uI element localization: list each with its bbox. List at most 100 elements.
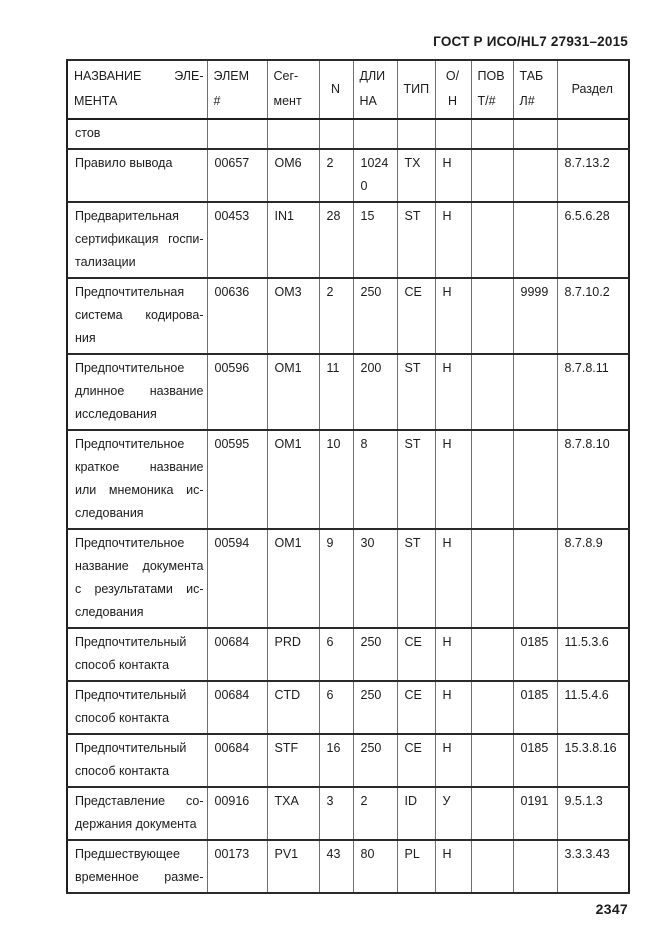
cell-repeat xyxy=(470,201,514,279)
table-row: Правило вывода 00657 OM6 2 1024 0 TX Н 8.7.13.2 xyxy=(66,148,630,203)
cell-table: 0185 xyxy=(512,680,558,735)
cell-name: Предпочтительный способ контакта xyxy=(66,627,208,682)
cell-text-line: 8.7.10.2 xyxy=(564,285,610,299)
cell-opt: Н xyxy=(434,148,472,203)
cell-name: Предпочтительное краткое название или мнем… xyxy=(66,429,208,530)
cell-section: 8.7.13.2 xyxy=(556,148,630,203)
cell-text-line: следования xyxy=(75,506,144,520)
cell-text-line: 8.7.8.11 xyxy=(564,361,609,375)
table-row: Предшествующее временное разме- 00173 PV1 43… xyxy=(66,839,630,894)
cell-text-line: с результатами ис- xyxy=(75,582,204,596)
cell-text-line: 2 xyxy=(360,794,368,808)
page-number: 2347 xyxy=(595,901,628,917)
cell-elem: 00596 xyxy=(206,353,268,431)
cell-n: 3 xyxy=(318,786,354,841)
cell-name: Правило вывода xyxy=(66,148,208,203)
cell-text-line: 11 xyxy=(326,361,340,375)
cell-text-line: 15 xyxy=(360,209,375,223)
cell-text-line: # xyxy=(213,94,221,108)
cell-repeat xyxy=(470,839,514,894)
cell-text-line: Предварительная xyxy=(75,209,179,223)
cell-text-line: стов xyxy=(75,126,101,140)
cell-text-line: следования xyxy=(75,605,144,619)
cell-n xyxy=(318,118,354,150)
cell-text-line: OM1 xyxy=(274,361,302,375)
cell-section: 8.7.8.9 xyxy=(556,528,630,629)
column-header-table: ТАБ Л# xyxy=(512,59,558,120)
cell-n: 11 xyxy=(318,353,354,431)
cell-text-line: способ контакта xyxy=(75,711,170,725)
cell-text-line: тализации xyxy=(75,255,136,269)
cell-text-line: 00453 xyxy=(214,209,250,223)
cell-text-line: PV1 xyxy=(274,847,299,861)
cell-text-line: О/Н xyxy=(445,69,460,108)
cell-text-line: 11.5.3.6 xyxy=(564,635,609,649)
column-header-opt: О/Н xyxy=(434,59,472,120)
cell-text-line: Предпочтительное xyxy=(75,536,185,550)
table-row: Представление со-держания документа 00916… xyxy=(66,786,630,841)
document-page: ГОСТ Р ИСО/HL7 27931–2015 НАЗВАНИЕ ЭЛЕ- М… xyxy=(66,34,630,917)
column-header-length: ДЛИ НА xyxy=(352,59,398,120)
cell-name: Предпочтительное длинное название исследов… xyxy=(66,353,208,431)
cell-opt: Н xyxy=(434,680,472,735)
cell-text-line: 00173 xyxy=(214,847,250,861)
cell-table: 0185 xyxy=(512,733,558,788)
cell-text-line: 8.7.13.2 xyxy=(564,156,610,170)
cell-opt: Н xyxy=(434,839,472,894)
cell-length: 250 xyxy=(352,627,398,682)
cell-repeat xyxy=(470,429,514,530)
cell-text-line: OM1 xyxy=(274,536,302,550)
cell-text-line: 00657 xyxy=(214,156,250,170)
cell-opt xyxy=(434,118,472,150)
table-row: стов xyxy=(66,118,630,150)
cell-table xyxy=(512,148,558,203)
cell-type: ST xyxy=(396,353,436,431)
cell-text-line: IN1 xyxy=(274,209,294,223)
cell-segment: OM1 xyxy=(266,353,320,431)
cell-text-line: 250 xyxy=(360,688,382,702)
cell-table xyxy=(512,201,558,279)
cell-text-line: 10 xyxy=(326,437,341,451)
cell-segment: OM3 xyxy=(266,277,320,355)
cell-text-line: ТАБ xyxy=(519,69,544,83)
cell-text-line: 8.7.8.10 xyxy=(564,437,610,451)
cell-type: CE xyxy=(396,733,436,788)
cell-name: Представление со-держания документа xyxy=(66,786,208,841)
cell-text-line: 80 xyxy=(360,847,375,861)
cell-table xyxy=(512,429,558,530)
cell-text-line: Н xyxy=(442,688,452,702)
cell-text-line: система кодирова- xyxy=(75,308,204,322)
cell-opt: Н xyxy=(434,733,472,788)
cell-text-line: 200 xyxy=(360,361,382,375)
cell-text-line: STF xyxy=(274,741,299,755)
cell-section xyxy=(556,118,630,150)
cell-text-line: Н xyxy=(442,437,452,451)
table-row: Предпочтительный способ контакта 00684 STF 1… xyxy=(66,733,630,788)
cell-text-line: 15.3.8.16 xyxy=(564,741,617,755)
cell-text-line: держания документа xyxy=(75,817,197,831)
table-row: Предпочтительное название документа с резу… xyxy=(66,528,630,629)
cell-text-line: 00916 xyxy=(214,794,250,808)
cell-segment: PV1 xyxy=(266,839,320,894)
cell-n: 10 xyxy=(318,429,354,530)
cell-section: 11.5.4.6 xyxy=(556,680,630,735)
cell-text-line: 0185 xyxy=(520,635,549,649)
cell-section: 15.3.8.16 xyxy=(556,733,630,788)
cell-text-line: Н xyxy=(442,635,452,649)
cell-section: 6.5.6.28 xyxy=(556,201,630,279)
cell-elem xyxy=(206,118,268,150)
cell-text-line: PRD xyxy=(274,635,301,649)
cell-segment xyxy=(266,118,320,150)
cell-name: Предпочтительный способ контакта xyxy=(66,733,208,788)
cell-text-line: ST xyxy=(404,361,421,375)
cell-elem: 00916 xyxy=(206,786,268,841)
cell-text-line: Н xyxy=(442,847,452,861)
cell-section: 11.5.3.6 xyxy=(556,627,630,682)
cell-text-line: 250 xyxy=(360,741,382,755)
cell-text-line: OM3 xyxy=(274,285,302,299)
cell-text-line: способ контакта xyxy=(75,658,170,672)
cell-text-line: 3.3.3.43 xyxy=(564,847,610,861)
cell-table xyxy=(512,528,558,629)
cell-text-line: Предпочтительное xyxy=(75,361,185,375)
cell-elem: 00684 xyxy=(206,680,268,735)
